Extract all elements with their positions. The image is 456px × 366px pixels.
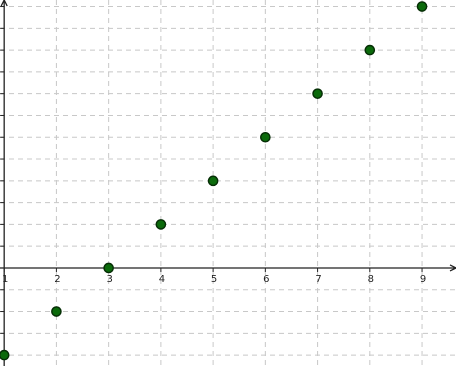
x-tick-label-1: 1 [2,274,8,285]
x-tick-label-2: 2 [54,274,60,285]
x-tick-label-6: 6 [263,274,269,285]
x-tick-label-7: 7 [315,274,321,285]
x-axis-arrow [449,264,456,272]
data-points [0,1,428,361]
x-tick-label-9: 9 [420,274,426,285]
data-point-8 [364,44,376,56]
data-point-3 [103,262,114,274]
x-tick-label-8: 8 [368,274,374,285]
data-point-7 [312,88,323,99]
x-tick-label-3: 3 [106,274,112,285]
x-tick-label-5: 5 [211,274,217,285]
x-tick-label-4: 4 [159,274,165,285]
data-point-2 [51,306,62,317]
data-point-6 [260,131,271,143]
y-axis-arrow [0,0,8,7]
data-point-4 [155,219,167,230]
data-point-9 [416,1,428,12]
data-point-1 [0,349,10,361]
data-point-5 [207,175,219,187]
